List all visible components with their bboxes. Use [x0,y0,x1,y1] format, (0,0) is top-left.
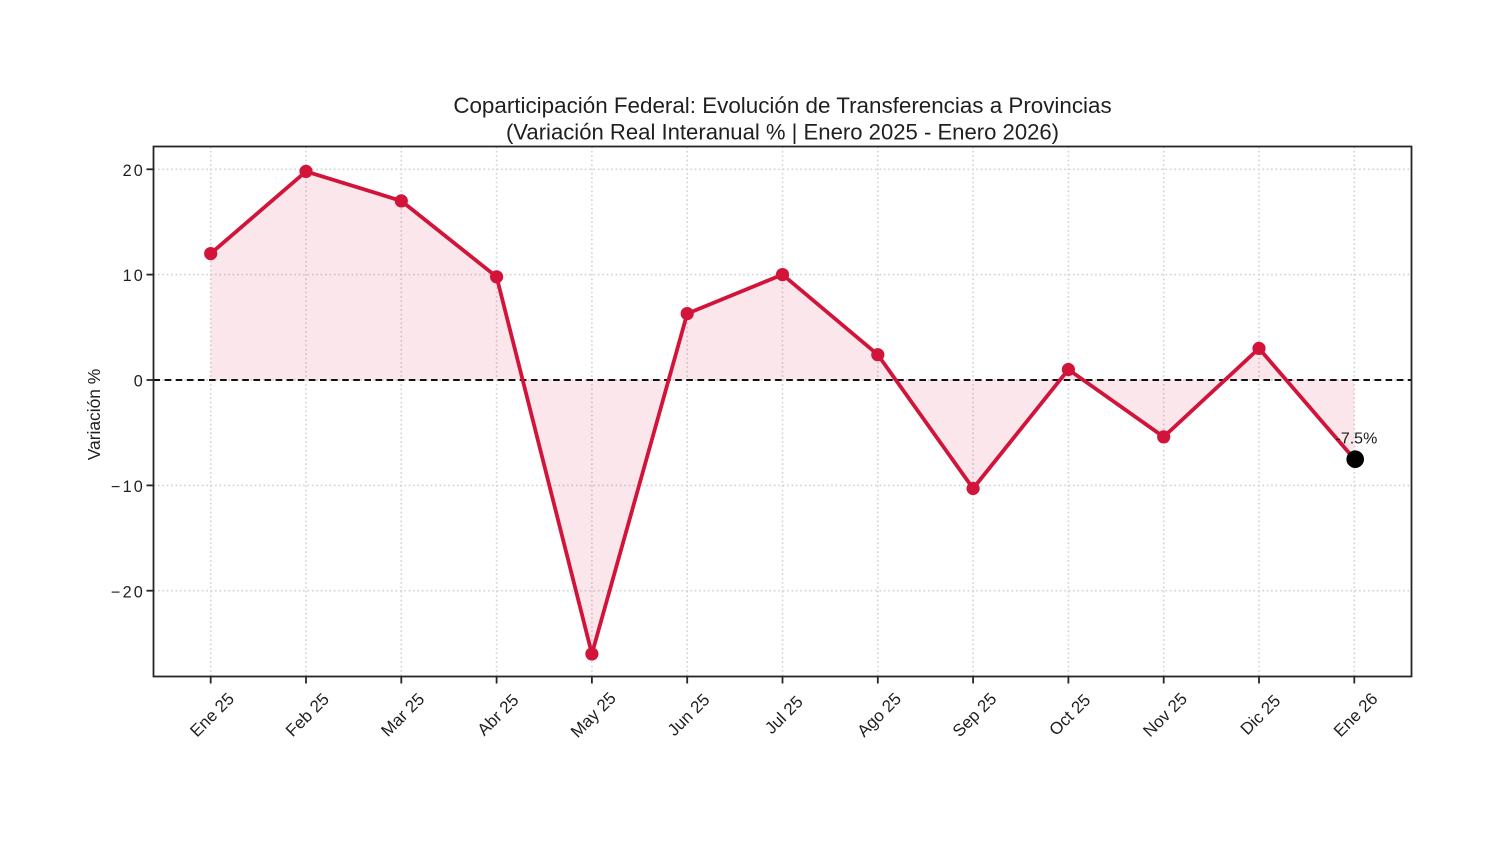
svg-text:-7.5%: -7.5% [1336,431,1378,448]
svg-text:Variación %: Variación % [84,369,104,461]
svg-text:−20: −20 [111,583,145,601]
svg-text:−10: −10 [111,478,145,496]
svg-text:20: 20 [123,162,145,180]
svg-text:(Variación Real Interanual % |: (Variación Real Interanual % | Enero 202… [506,119,1059,144]
svg-text:0: 0 [134,373,145,391]
svg-text:Coparticipación Federal: Evolu: Coparticipación Federal: Evolución de Tr… [453,93,1111,118]
svg-text:10: 10 [123,267,145,285]
